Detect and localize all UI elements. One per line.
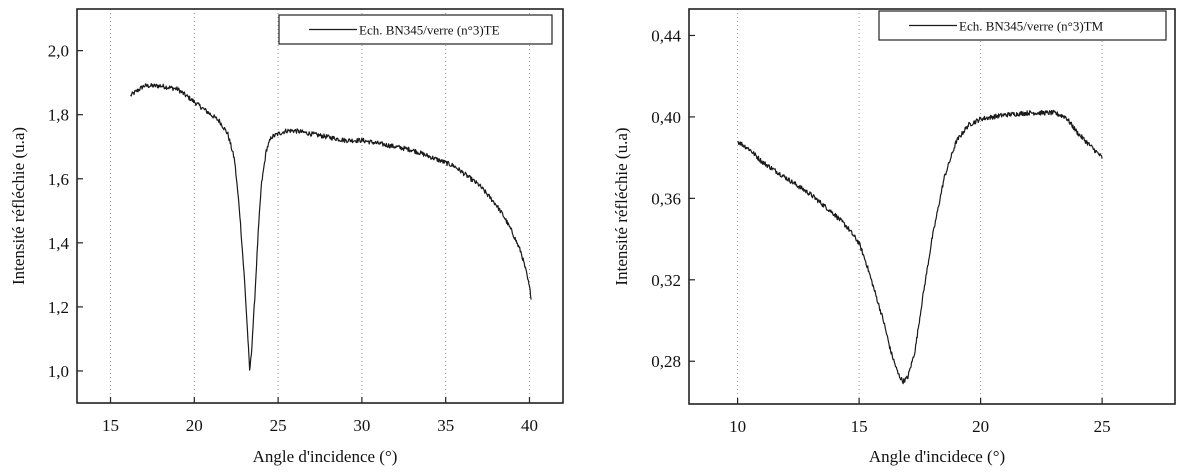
tm-y-tick-label: 0,28 <box>651 352 681 371</box>
tm-y-tick-label: 0,32 <box>651 271 681 290</box>
tm-y-tick-label: 0,44 <box>651 26 681 45</box>
tm-x-tick-label: 25 <box>1094 417 1111 436</box>
te-y-tick-label: 2,0 <box>48 42 69 61</box>
te-y-tick-label: 1,6 <box>48 170 69 189</box>
te-y-tick-label: 1,8 <box>48 106 69 125</box>
te-y-tick-label: 1,2 <box>48 298 69 317</box>
tm-plot-frame <box>688 8 1176 405</box>
te-chart: 15 20 25 30 35 40 1,0 1,2 1,4 1,6 1,8 2,0 Angle d'in… <box>9 8 564 466</box>
te-y-tick-label: 1,0 <box>48 362 69 381</box>
tm-x-tick-label: 15 <box>851 417 868 436</box>
te-series-line <box>130 83 532 371</box>
tm-y-tick-label: 0,40 <box>651 108 681 127</box>
te-x-axis-title: Angle d'incidence (°) <box>253 447 398 466</box>
tm-y-axis-title: Intensité réfléchie (u.a) <box>612 127 631 285</box>
tm-legend-label: Ech. BN345/verre (n°3)TM <box>959 19 1104 34</box>
tm-x-axis-title: Angle d'incidece (°) <box>869 447 1005 466</box>
te-x-tick-label: 30 <box>353 416 370 435</box>
te-plot-frame <box>76 8 564 404</box>
tm-series-line <box>737 109 1103 385</box>
tm-chart: 10 15 20 25 0,28 0,32 0,36 0,40 0,44 Angle d'inci… <box>612 8 1176 466</box>
te-x-tick-label: 15 <box>102 416 119 435</box>
te-y-axis-title: Intensité réfléchie (u.a) <box>9 127 28 285</box>
tm-x-tick-label: 20 <box>972 417 989 436</box>
te-x-tick-label: 35 <box>437 416 454 435</box>
te-x-tick-label: 25 <box>270 416 287 435</box>
te-x-tick-label: 40 <box>521 416 538 435</box>
te-x-tick-label: 20 <box>186 416 203 435</box>
tm-x-tick-label: 10 <box>729 417 746 436</box>
te-y-tick-label: 1,4 <box>48 234 70 253</box>
tm-y-tick-label: 0,36 <box>651 189 681 208</box>
te-legend-label: Ech. BN345/verre (n°3)TE <box>359 23 500 38</box>
